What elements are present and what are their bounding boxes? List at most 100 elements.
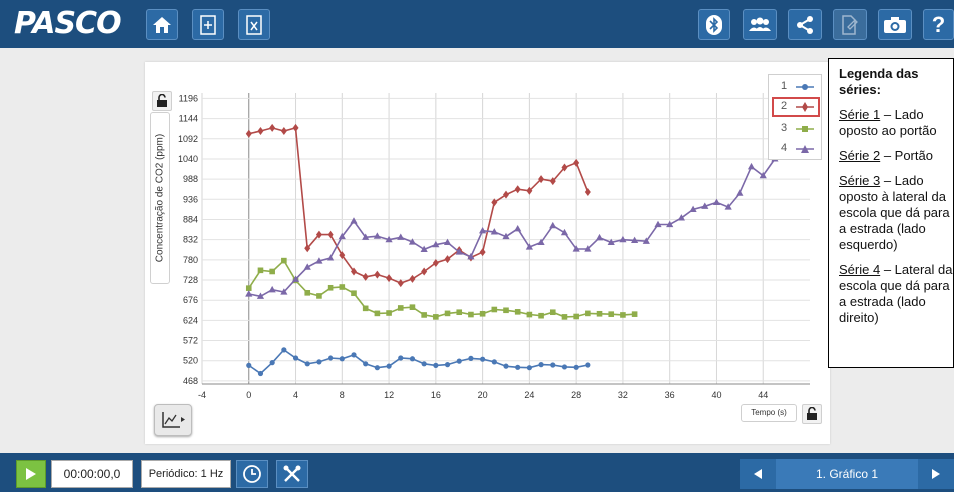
y-tick-label: 520 [183,356,198,366]
series-3-point [479,310,486,317]
note-series-2: Série 2 – Portão [839,148,953,164]
y-tick-label: 780 [183,255,198,265]
series-4-point [701,202,709,209]
series-3-point [316,293,322,299]
bluetooth-icon [706,14,722,35]
y-axis-lock-button[interactable] [152,91,172,111]
calculator-icon [246,14,262,35]
series-2-point [257,127,264,136]
series-2-point [503,190,509,199]
series-4-point [467,252,475,260]
play-icon [26,468,36,480]
x-tick-label: 12 [384,390,394,400]
series-3-point [281,257,287,264]
sampling-rate-button[interactable]: Periódico: 1 Hz [141,460,231,488]
graph-tools-button[interactable] [154,404,192,436]
series-3-point [491,306,498,313]
note-text: – Lado oposto à lateral da escola que dá… [839,173,950,252]
series-3-point [421,312,427,318]
series-2-point [280,127,287,136]
calculator-button[interactable] [238,9,270,40]
series-2-point [491,198,498,207]
note-text: – Portão [880,148,933,163]
legend-item-3[interactable]: 3 [772,119,820,139]
series-1-point [561,364,568,370]
snapshot-button[interactable] [878,9,912,40]
help-button[interactable]: ? [923,9,954,40]
legend-item-1[interactable]: 1 [772,77,820,97]
series-3-point [456,309,463,316]
journal-icon [842,14,858,35]
x-tick-label: 0 [246,390,251,400]
x-tick-label: 28 [571,390,581,400]
start-button[interactable] [16,460,46,488]
x-axis-lock-button[interactable] [802,404,822,424]
journal-button[interactable] [833,9,867,40]
series-3-point [327,284,334,291]
tools-button[interactable] [276,460,308,488]
series-4-point [677,214,685,221]
series-2-point [526,186,533,195]
unlock-icon [807,407,817,420]
series-1-point [550,362,556,368]
x-axis-label: Tempo (s) [751,408,787,417]
bluetooth-button[interactable] [698,9,730,40]
series-3-point [620,312,626,318]
series-3-point [514,309,521,315]
help-icon: ? [931,11,946,37]
series-4-point [268,285,276,293]
series-1-point [585,362,591,368]
graph-tool-icon [162,412,185,428]
series-1-point [328,355,334,361]
series-4-point [280,288,288,295]
note-series-3: Série 3 – Lado oposto à lateral da escol… [839,173,953,253]
series-3-point [351,290,357,297]
x-tick-label: 44 [758,390,768,400]
series-3-point [386,310,392,316]
note-text: – Lado oposto ao portão [839,107,937,138]
legend-label: 4 [781,142,788,154]
series-2-point [362,272,369,281]
series-1-point [386,363,392,369]
legend-item-4[interactable]: 4 [772,139,820,159]
series-3-point [433,314,439,320]
new-page-button[interactable] [192,9,224,40]
series-2-point [409,274,416,283]
series-2-point [245,129,252,138]
series-4-point [525,243,533,250]
series-4-point [443,238,452,245]
y-axis-label-box[interactable]: Concentração de CO2 (ppm) [150,112,170,284]
x-tick-label: 4 [293,390,298,400]
legend-label: 3 [781,122,788,134]
series-3-point [503,307,509,314]
y-tick-label: 572 [183,336,198,346]
series-4-point [642,237,650,244]
series-3-point [374,310,381,317]
recording-conditions-button[interactable] [236,460,268,488]
y-tick-label: 468 [183,376,198,386]
home-icon [153,16,171,33]
series-3-point [245,285,252,291]
x-axis-label-box[interactable]: Tempo (s) [741,404,797,422]
next-page-button[interactable] [918,459,954,489]
x-tick-label: 24 [524,390,534,400]
series-1-point [269,360,275,366]
home-button[interactable] [146,9,178,40]
notes-title: Legenda das séries: [839,66,919,97]
users-button[interactable] [743,9,777,40]
previous-page-button[interactable] [740,459,776,489]
series-3-point [538,312,544,319]
share-button[interactable] [788,9,822,40]
note-series-1: Série 1 – Lado oposto ao portão [839,107,953,139]
series-2-point [432,258,439,267]
series-4-point [327,254,335,261]
note-label: Série 3 [839,173,881,188]
page-title[interactable]: 1. Gráfico 1 [776,459,918,489]
series-3-point [468,311,474,318]
series-1-point [257,370,264,377]
pasco-logo: PASCO [14,6,122,41]
legend-item-2[interactable]: 2 [772,97,820,117]
series-4-point [712,198,721,206]
series-4-point [502,232,510,240]
